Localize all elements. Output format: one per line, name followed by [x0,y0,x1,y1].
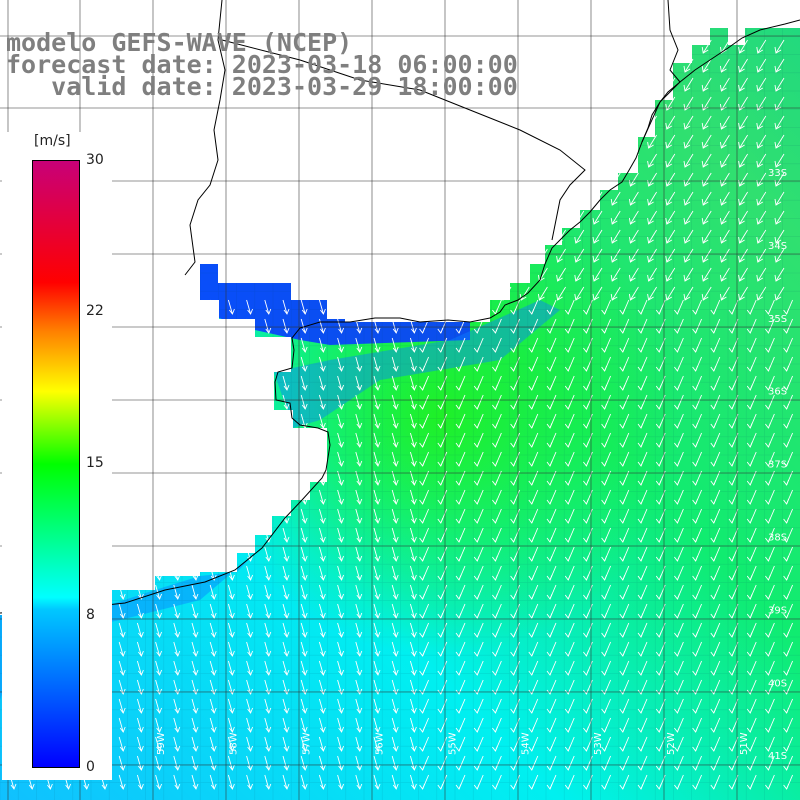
legend-unit: [m/s] [34,133,71,149]
lon-label: 52W [666,732,677,755]
lat-label: 39S [768,605,787,616]
legend-tick-15: 15 [86,455,104,471]
valid-date: valid date: 2023-03-29 18:00:00 [6,72,518,101]
model-title: modelo GEFS-WAVE (NCEP) [6,28,353,57]
legend-tick-22: 22 [86,303,104,319]
lagoon-line [641,0,681,143]
legend-tick-30: 30 [86,152,104,168]
forecast-date: forecast date: 2023-03-18 06:00:00 [6,50,518,79]
lon-label: 54W [520,732,531,755]
lat-label: 40S [768,678,787,689]
lat-label: 38S [768,533,787,544]
lat-label: 33S [768,168,787,179]
lon-label: 59W [156,732,167,755]
lon-label: 55W [447,732,458,755]
legend-tick-8: 8 [86,607,95,623]
lon-label: 58W [229,732,240,755]
legend-tick-0: 0 [86,759,95,775]
lon-label: 57W [302,732,313,755]
latitude-labels: 33S 34S 35S 36S 37S 38S 39S 40S 41S [768,168,787,762]
lat-label: 41S [768,751,787,762]
lon-label: 51W [739,732,750,755]
border-line [184,0,226,276]
lon-label: 53W [593,732,604,755]
lon-label: 56W [375,732,386,755]
lat-label: 35S [768,314,787,325]
lat-label: 36S [768,387,787,398]
lat-label: 34S [768,241,787,252]
coastline [0,19,800,614]
border-line-2 [221,39,586,241]
colorbar [32,160,80,768]
lat-label: 37S [768,460,787,471]
